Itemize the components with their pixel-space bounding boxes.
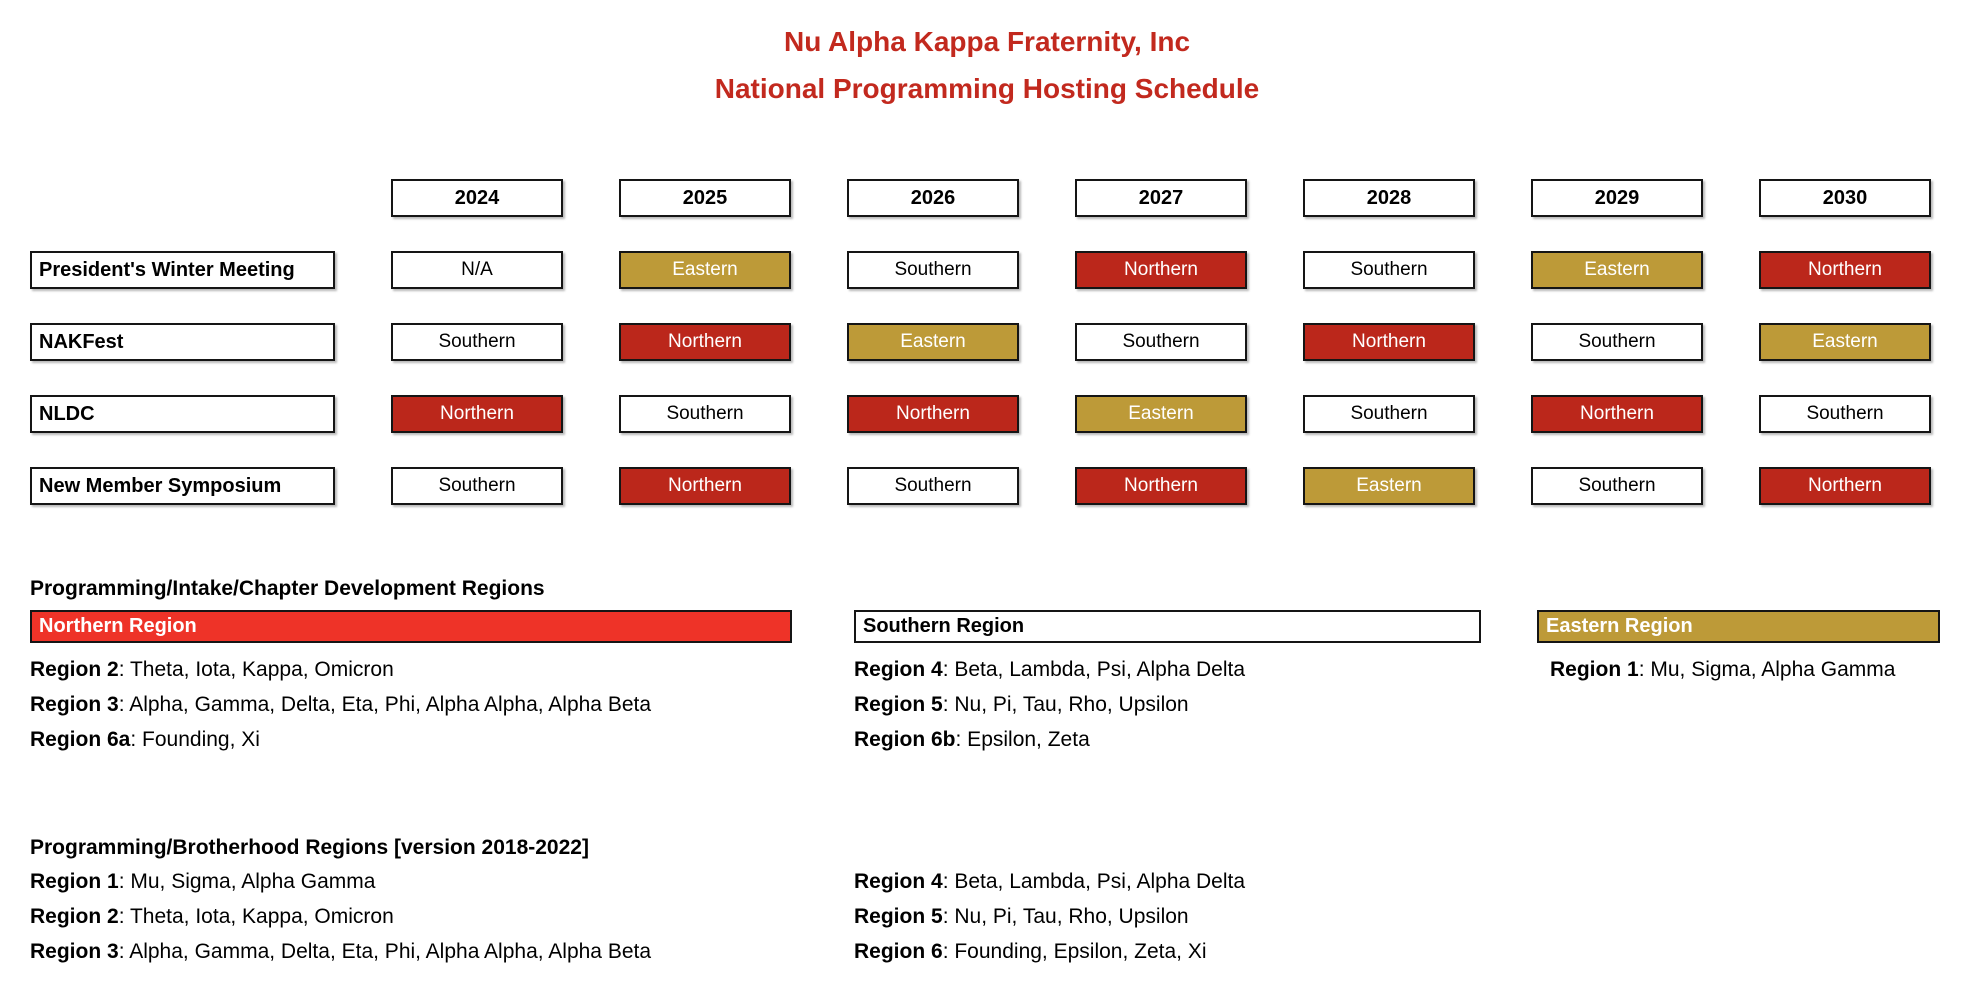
northern-region-list: Region 2: Theta, Iota, Kappa, Omicron Re… <box>30 652 792 757</box>
region-chapters: : Beta, Lambda, Psi, Alpha Delta <box>942 870 1246 893</box>
brotherhood-regions-heading: Programming/Brotherhood Regions [version… <box>30 836 589 859</box>
schedule-cell: Eastern <box>1531 251 1703 289</box>
schedule-cell: Northern <box>391 395 563 433</box>
year-header-2028: 2028 <box>1303 179 1475 217</box>
region-list-item: Region 1: Mu, Sigma, Alpha Gamma <box>30 864 651 899</box>
region-chapters: : Nu, Pi, Tau, Rho, Upsilon <box>942 905 1189 928</box>
region-list-item: Region 3: Alpha, Gamma, Delta, Eta, Phi,… <box>30 934 651 969</box>
schedule-cell: Northern <box>619 323 791 361</box>
schedule-cell: Southern <box>391 323 563 361</box>
region-list-item: Region 6a: Founding, Xi <box>30 722 792 757</box>
eastern-region-header: Eastern Region <box>1537 610 1940 643</box>
region-chapters: : Epsilon, Zeta <box>955 728 1090 751</box>
region-list-item: Region 1: Mu, Sigma, Alpha Gamma <box>1537 652 1940 687</box>
schedule-cell: Southern <box>1531 323 1703 361</box>
header-spacer <box>30 179 335 217</box>
region-label: Region 2 <box>30 905 119 928</box>
northern-region-column: Northern Region Region 2: Theta, Iota, K… <box>30 610 792 757</box>
schedule-cell: Northern <box>1303 323 1475 361</box>
region-chapters: : Founding, Xi <box>130 728 260 751</box>
region-list-item: Region 2: Theta, Iota, Kappa, Omicron <box>30 652 792 687</box>
schedule-cell: Southern <box>1303 395 1475 433</box>
region-label: Region 4 <box>854 870 943 893</box>
southern-region-header: Southern Region <box>854 610 1481 643</box>
year-header-2030: 2030 <box>1759 179 1931 217</box>
eastern-region-column: Eastern Region Region 1: Mu, Sigma, Alph… <box>1537 610 1940 687</box>
region-label: Region 3 <box>30 693 119 716</box>
region-label: Region 6b <box>854 728 956 751</box>
region-list-item: Region 4: Beta, Lambda, Psi, Alpha Delta <box>854 864 1245 899</box>
schedule-cell: Northern <box>1075 467 1247 505</box>
region-label: Region 1 <box>30 870 119 893</box>
region-chapters: : Mu, Sigma, Alpha Gamma <box>118 870 376 893</box>
schedule-cell: Southern <box>847 251 1019 289</box>
region-label: Region 6a <box>30 728 131 751</box>
brotherhood-right-column: Region 4: Beta, Lambda, Psi, Alpha Delta… <box>854 864 1245 969</box>
brotherhood-left-column: Region 1: Mu, Sigma, Alpha Gamma Region … <box>30 864 651 969</box>
region-list-item: Region 6b: Epsilon, Zeta <box>854 722 1481 757</box>
schedule-cell: Eastern <box>1075 395 1247 433</box>
schedule-cell: Northern <box>1075 251 1247 289</box>
region-chapters: : Theta, Iota, Kappa, Omicron <box>118 658 394 681</box>
schedule-cell: Northern <box>1759 251 1931 289</box>
schedule-cell: Southern <box>847 467 1019 505</box>
region-chapters: : Founding, Epsilon, Zeta, Xi <box>942 940 1207 963</box>
title-line-2: National Programming Hosting Schedule <box>714 73 1260 104</box>
region-chapters: : Beta, Lambda, Psi, Alpha Delta <box>942 658 1246 681</box>
event-label-new-member-symposium: New Member Symposium <box>30 467 335 505</box>
schedule-cell: Eastern <box>847 323 1019 361</box>
region-chapters: : Mu, Sigma, Alpha Gamma <box>1638 658 1896 681</box>
region-label: Region 2 <box>30 658 119 681</box>
region-label: Region 3 <box>30 940 119 963</box>
schedule-cell: Southern <box>391 467 563 505</box>
schedule-cell: Southern <box>1531 467 1703 505</box>
document-title: Nu Alpha Kappa Fraternity, Inc National … <box>0 18 1974 112</box>
southern-region-list: Region 4: Beta, Lambda, Psi, Alpha Delta… <box>854 652 1481 757</box>
region-label: Region 4 <box>854 658 943 681</box>
region-chapters: : Nu, Pi, Tau, Rho, Upsilon <box>942 693 1189 716</box>
schedule-cell: N/A <box>391 251 563 289</box>
schedule-cell: Southern <box>1303 251 1475 289</box>
schedule-cell: Eastern <box>1759 323 1931 361</box>
region-list-item: Region 3: Alpha, Gamma, Delta, Eta, Phi,… <box>30 687 792 722</box>
schedule-cell: Northern <box>847 395 1019 433</box>
region-list-item: Region 5: Nu, Pi, Tau, Rho, Upsilon <box>854 899 1245 934</box>
region-list-item: Region 6: Founding, Epsilon, Zeta, Xi <box>854 934 1245 969</box>
event-label-nldc: NLDC <box>30 395 335 433</box>
northern-region-header: Northern Region <box>30 610 792 643</box>
schedule-cell: Southern <box>619 395 791 433</box>
southern-region-column: Southern Region Region 4: Beta, Lambda, … <box>854 610 1481 757</box>
region-list-item: Region 2: Theta, Iota, Kappa, Omicron <box>30 899 651 934</box>
region-label: Region 5 <box>854 693 943 716</box>
schedule-cell: Southern <box>1075 323 1247 361</box>
region-list-item: Region 5: Nu, Pi, Tau, Rho, Upsilon <box>854 687 1481 722</box>
hosting-schedule-table: 2024 2025 2026 2027 2028 2029 2030 Presi… <box>30 179 1931 505</box>
region-chapters: : Alpha, Gamma, Delta, Eta, Phi, Alpha A… <box>118 693 652 716</box>
schedule-cell: Southern <box>1759 395 1931 433</box>
region-label: Region 6 <box>854 940 943 963</box>
year-header-2024: 2024 <box>391 179 563 217</box>
schedule-cell: Eastern <box>619 251 791 289</box>
schedule-cell: Eastern <box>1303 467 1475 505</box>
region-chapters: : Alpha, Gamma, Delta, Eta, Phi, Alpha A… <box>118 940 652 963</box>
year-header-2029: 2029 <box>1531 179 1703 217</box>
year-header-2025: 2025 <box>619 179 791 217</box>
event-label-nakfest: NAKFest <box>30 323 335 361</box>
year-header-2027: 2027 <box>1075 179 1247 217</box>
region-label: Region 1 <box>1550 658 1639 681</box>
eastern-region-list: Region 1: Mu, Sigma, Alpha Gamma <box>1537 652 1940 687</box>
schedule-cell: Northern <box>619 467 791 505</box>
year-header-2026: 2026 <box>847 179 1019 217</box>
intake-regions-heading: Programming/Intake/Chapter Development R… <box>30 577 545 600</box>
event-label-presidents-winter-meeting: President's Winter Meeting <box>30 251 335 289</box>
region-list-item: Region 4: Beta, Lambda, Psi, Alpha Delta <box>854 652 1481 687</box>
region-label: Region 5 <box>854 905 943 928</box>
region-chapters: : Theta, Iota, Kappa, Omicron <box>118 905 394 928</box>
schedule-cell: Northern <box>1759 467 1931 505</box>
schedule-cell: Northern <box>1531 395 1703 433</box>
title-line-1: Nu Alpha Kappa Fraternity, Inc <box>783 26 1191 57</box>
